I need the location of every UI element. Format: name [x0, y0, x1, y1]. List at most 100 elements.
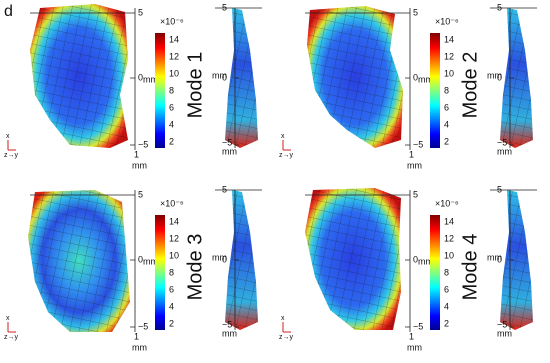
side-axis — [490, 189, 537, 330]
colorbar-tick-label: 6 — [444, 284, 449, 294]
colorbar-tick-label: 14 — [169, 34, 179, 44]
x-unit-label: mm — [407, 160, 422, 170]
colorbar-tick-label: 8 — [169, 85, 174, 95]
mode-title: Mode 1 — [184, 52, 206, 119]
side-y-tick-label: 0 — [497, 254, 502, 264]
x-tick-label: 1 — [134, 331, 139, 341]
colorbar-tick-label: 8 — [444, 267, 449, 277]
x-unit-label: mm — [132, 342, 147, 352]
colorbar-tick-label: 8 — [444, 85, 449, 95]
side-y-tick-label: 5 — [222, 184, 227, 194]
colorbar-multiplier: ×10⁻⁶ — [435, 198, 459, 208]
colorbar-multiplier: ×10⁻⁶ — [160, 16, 184, 26]
front-axis — [305, 190, 411, 332]
y-unit-label: mm — [143, 74, 158, 84]
y-tick-label: 0 — [138, 72, 143, 82]
colorbar-tick-label: 12 — [444, 51, 454, 61]
y-tick-label: 5 — [413, 7, 418, 17]
side-view-mesh — [225, 190, 258, 330]
y-unit-label: mm — [418, 256, 433, 266]
colorbar — [155, 215, 165, 330]
side-y-tick-label: 5 — [222, 2, 227, 12]
axis-indicator-zy: z→y — [279, 334, 294, 341]
colorbar-tick-label: 6 — [169, 284, 174, 294]
side-y-unit-label: mm — [212, 70, 227, 80]
y-unit-label: mm — [143, 256, 158, 266]
y-tick-label: 0 — [138, 254, 143, 264]
y-tick-label: −5 — [413, 139, 423, 149]
axis-indicator-x: x — [6, 315, 10, 322]
colorbar-tick-label: 8 — [169, 267, 174, 277]
y-tick-label: −5 — [138, 321, 148, 331]
side-y-tick-label: 5 — [497, 2, 502, 12]
axis-indicator-zy: z→y — [279, 152, 294, 159]
front-axis — [30, 190, 136, 332]
colorbar-tick-label: 12 — [444, 233, 454, 243]
side-view-mesh — [225, 8, 258, 148]
axis-indicator-x: x — [281, 133, 285, 140]
side-axis — [215, 7, 262, 148]
side-view-mesh — [500, 190, 533, 330]
y-unit-label: mm — [418, 74, 433, 84]
axis-indicator-x: x — [6, 133, 10, 140]
y-tick-label: 0 — [413, 72, 418, 82]
mode-title: Mode 4 — [459, 234, 481, 301]
x-tick-label: 1 — [409, 149, 414, 159]
colorbar-tick-label: 10 — [444, 250, 454, 260]
colorbar-tick-label: 6 — [444, 102, 449, 112]
side-x-unit-label: mm — [497, 328, 512, 338]
side-y-unit-label: mm — [212, 252, 227, 262]
colorbar-multiplier: ×10⁻⁶ — [160, 198, 184, 208]
side-x-unit-label: mm — [222, 146, 237, 156]
front-view-mesh — [30, 4, 128, 148]
axis-indicator — [7, 322, 16, 333]
side-y-tick-label: 0 — [222, 72, 227, 82]
front-view-mesh — [307, 6, 403, 148]
colorbar-tick-label: 12 — [169, 233, 179, 243]
side-axis — [490, 7, 537, 148]
axis-indicator — [7, 140, 16, 151]
side-view-mesh — [500, 8, 533, 148]
colorbar — [155, 33, 165, 148]
axis-indicator — [282, 322, 291, 333]
colorbar-tick-label: 2 — [169, 136, 174, 146]
front-view-mesh — [28, 190, 130, 332]
side-x-unit-label: mm — [497, 146, 512, 156]
x-unit-label: mm — [132, 160, 147, 170]
x-tick-label: 1 — [409, 331, 414, 341]
y-tick-label: 5 — [138, 7, 143, 17]
side-y-tick-label: −5 — [222, 319, 232, 329]
axis-indicator — [282, 140, 291, 151]
colorbar-tick-label: 2 — [444, 136, 449, 146]
side-y-tick-label: −5 — [497, 137, 507, 147]
colorbar-tick-label: 4 — [444, 301, 449, 311]
colorbar-tick-label: 2 — [444, 318, 449, 328]
colorbar-tick-label: 4 — [169, 301, 174, 311]
side-y-unit-label: mm — [487, 252, 502, 262]
colorbar-tick-label: 14 — [444, 216, 454, 226]
panel-label: d — [4, 3, 13, 20]
y-tick-label: 0 — [413, 254, 418, 264]
y-tick-label: −5 — [138, 139, 148, 149]
colorbar-tick-label: 4 — [169, 119, 174, 129]
colorbar-tick-label: 14 — [444, 34, 454, 44]
colorbar-tick-label: 10 — [444, 68, 454, 78]
mode-title: Mode 2 — [459, 52, 481, 119]
colorbar-tick-label: 10 — [169, 68, 179, 78]
y-tick-label: −5 — [413, 321, 423, 331]
colorbar-multiplier: ×10⁻⁶ — [435, 16, 459, 26]
axis-indicator-x: x — [281, 315, 285, 322]
side-y-tick-label: 5 — [497, 184, 502, 194]
x-tick-label: 1 — [134, 149, 139, 159]
mode-title: Mode 3 — [184, 234, 206, 301]
axis-indicator-zy: z→y — [4, 334, 19, 341]
colorbar-tick-label: 10 — [169, 250, 179, 260]
colorbar — [430, 33, 440, 148]
front-axis — [305, 8, 411, 150]
x-unit-label: mm — [407, 342, 422, 352]
